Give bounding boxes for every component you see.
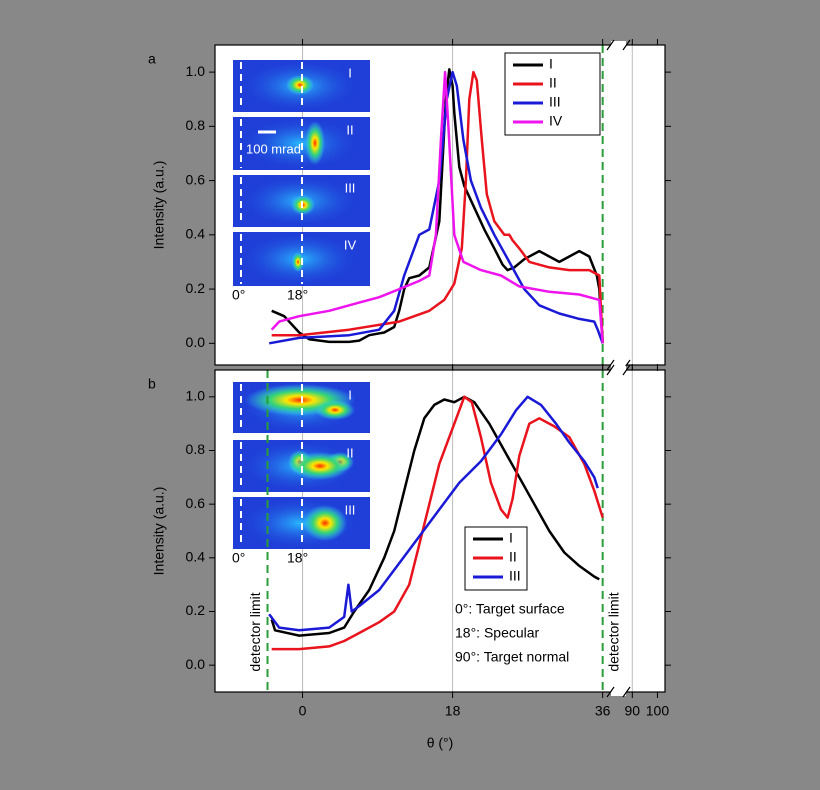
y-tick-label: 0.6 <box>186 495 206 511</box>
inset-blob <box>290 452 350 480</box>
plot-frame <box>214 44 666 366</box>
data-line <box>271 395 604 651</box>
y-tick-label: 0.6 <box>186 171 206 187</box>
legend-label: II <box>509 549 517 565</box>
y-tick-label: 0.4 <box>186 226 206 242</box>
x-tick-label: 90 <box>625 703 641 719</box>
x-tick-label: 18 <box>445 703 461 719</box>
y-tick-label: 0.8 <box>186 441 206 457</box>
inset-x-label: 18° <box>287 550 308 566</box>
inset-blob <box>292 252 304 272</box>
data-line <box>268 70 604 345</box>
inset-blob <box>286 75 314 95</box>
legend-label: II <box>549 75 557 91</box>
detector-label: detector limit <box>605 592 621 671</box>
inset-blob <box>315 400 355 420</box>
axis-break-gap <box>611 366 626 374</box>
y-tick-label: 0.8 <box>186 117 206 133</box>
axis-break <box>606 39 631 51</box>
inset-label: III <box>345 180 356 195</box>
legend-label: I <box>549 56 553 72</box>
y-tick-label: 0.2 <box>186 602 206 618</box>
legend-label: I <box>509 530 513 546</box>
inset-label: III <box>345 502 356 517</box>
inset-x-label: 0° <box>232 550 245 566</box>
data-line <box>271 70 604 344</box>
axis-break-gap <box>611 361 626 369</box>
y-tick-label: 0.0 <box>186 334 206 350</box>
y-tick-label: 1.0 <box>186 63 206 79</box>
inset-x-label: 18° <box>287 287 308 303</box>
axis-break-gap <box>611 41 626 49</box>
inset-label: IV <box>344 237 357 252</box>
data-line <box>268 395 599 632</box>
axis-break-gap <box>611 688 626 696</box>
y-tick-label: 0.0 <box>186 656 206 672</box>
data-line <box>270 70 604 344</box>
y-axis-label: Intensity (a.u.) <box>151 161 167 250</box>
x-tick-label: 100 <box>646 703 670 719</box>
x-tick-label: 0 <box>299 703 307 719</box>
inset-label: II <box>346 122 353 137</box>
inset-label: II <box>346 445 353 460</box>
plot-frame <box>214 369 666 693</box>
inset-blob <box>303 505 347 541</box>
scale-label: 100 mrad <box>246 141 301 156</box>
inset-haze <box>240 117 360 170</box>
panel-label: b <box>148 376 156 392</box>
inset-blob <box>305 121 325 165</box>
y-tick-label: 0.2 <box>186 280 206 296</box>
inset-x-label: 0° <box>232 287 245 303</box>
y-axis-label: Intensity (a.u.) <box>151 487 167 576</box>
detector-label: detector limit <box>247 592 263 671</box>
axis-break <box>606 686 631 698</box>
annotation: 90°: Target normal <box>455 649 569 665</box>
legend-label: IV <box>549 113 563 129</box>
data-line <box>270 395 600 637</box>
axis-break <box>606 364 631 376</box>
legend-label: III <box>509 568 521 584</box>
annotation: 18°: Specular <box>455 625 540 641</box>
annotation: 0°: Target surface <box>455 601 565 617</box>
panel-label: a <box>148 51 156 67</box>
y-tick-label: 0.4 <box>186 549 206 565</box>
x-tick-label: 36 <box>595 703 611 719</box>
data-line <box>271 68 604 344</box>
legend-label: III <box>549 94 561 110</box>
inset-label: I <box>348 65 352 80</box>
inset-label: I <box>348 387 352 402</box>
x-axis-label: θ (°) <box>427 735 454 751</box>
y-tick-label: 1.0 <box>186 388 206 404</box>
